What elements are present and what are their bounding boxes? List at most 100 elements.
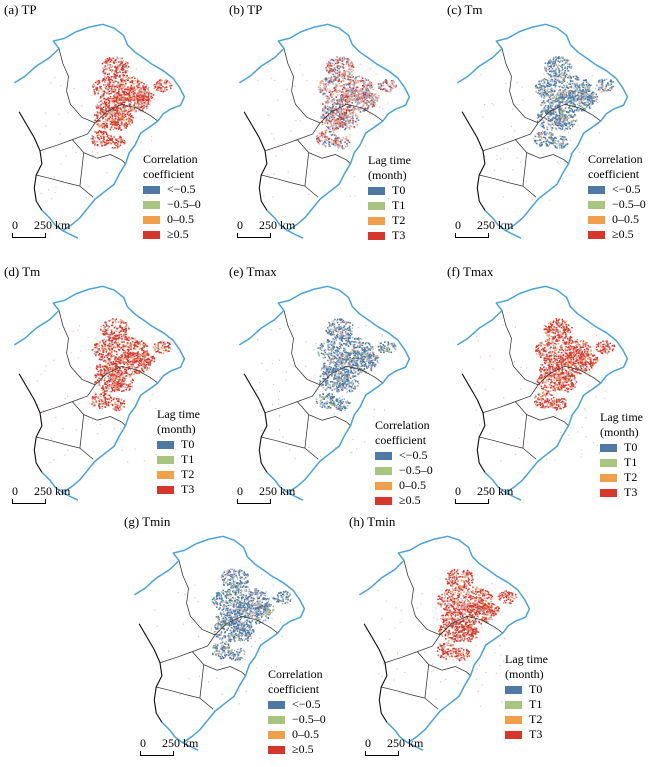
panel-f: (f) Tmax Lag time (month) T0 T1 T2 T3 0 … [443, 262, 650, 517]
legend-swatch [157, 470, 174, 479]
coastline [287, 230, 304, 239]
legend-label: T0 [624, 440, 638, 454]
raster-pixels [377, 569, 518, 713]
legend-label: T3 [392, 228, 406, 242]
legend-swatch [157, 485, 174, 494]
map-northeast-china [234, 285, 411, 501]
western-boundary [363, 623, 388, 723]
scale-bar: 0 250 km [237, 484, 317, 510]
legend-label: −0.5–0 [399, 463, 433, 477]
panel-a: (a) TP Correlation coefficient <−0.5 −0.… [0, 0, 215, 255]
scale-bar: 0 250 km [455, 484, 535, 510]
coastline [407, 742, 424, 751]
legend-swatch [588, 185, 605, 194]
western-boundary [461, 373, 486, 473]
raster-pixels [477, 56, 615, 201]
panel-title: (g) Tmin [124, 514, 171, 529]
province-boundary [261, 174, 319, 198]
panel-c: (c) Tm Correlation coefficient <−0.5 −0.… [443, 0, 650, 255]
legend-label: T3 [624, 485, 638, 499]
legend-label: T3 [529, 727, 543, 741]
map-northeast-china [9, 285, 186, 501]
legend-swatch [600, 488, 617, 497]
legend-swatch [268, 700, 285, 709]
province-boundary [479, 436, 537, 460]
coastline [287, 492, 304, 501]
northern-border-river [358, 535, 531, 744]
province-boundary [297, 401, 351, 427]
map-northeast-china [129, 535, 306, 751]
legend-swatch [368, 216, 385, 225]
legend-swatch [268, 745, 285, 754]
province-boundary [72, 139, 126, 165]
legend-label: T2 [624, 470, 638, 484]
panel-d: (d) Tm Lag time (month) T0 T1 T2 T3 0 25… [0, 262, 215, 517]
province-boundary [79, 414, 85, 449]
northern-border-river [13, 285, 186, 494]
province-boundary [214, 615, 279, 636]
scale-bar: 0 250 km [455, 218, 535, 244]
legend-label: ≥0.5 [612, 227, 634, 241]
legend-swatch [588, 200, 605, 209]
map-northeast-china [354, 535, 531, 751]
province-boundary [304, 152, 310, 187]
province-boundary [319, 103, 384, 124]
legend-correlation: Correlation coefficient <−0.5 −0.5–0 0–0… [375, 418, 433, 507]
province-boundary [537, 103, 602, 124]
province-boundary [439, 615, 504, 636]
province-boundary [192, 651, 246, 677]
legend-label: 0–0.5 [167, 212, 194, 226]
province-boundary [537, 365, 602, 386]
province-boundary [199, 664, 205, 699]
province-boundary [501, 48, 539, 124]
legend-label: <−0.5 [167, 182, 196, 196]
province-boundary [381, 686, 439, 710]
province-boundary [424, 664, 430, 699]
province-boundary [283, 48, 321, 124]
province-boundary [479, 174, 537, 198]
western-boundary [18, 111, 43, 211]
western-boundary [243, 373, 268, 473]
northern-border-river [456, 23, 629, 232]
province-boundary [39, 384, 96, 414]
northern-border-river [133, 535, 306, 744]
map-northeast-china [452, 285, 629, 501]
legend-label: 0–0.5 [292, 727, 319, 741]
map-northeast-china [9, 23, 186, 239]
province-boundary [261, 436, 319, 460]
legend-swatch [588, 230, 605, 239]
panel-title: (f) Tmax [447, 264, 494, 279]
legend-swatch [143, 200, 160, 209]
province-boundary [297, 139, 351, 165]
northern-border-river [238, 285, 411, 494]
legend-swatch [157, 455, 174, 464]
province-boundary [522, 414, 528, 449]
legend-swatch [588, 215, 605, 224]
legend-swatch [143, 185, 160, 194]
province-boundary [178, 560, 216, 636]
scale-bar: 0 250 km [140, 736, 220, 762]
legend-label: T0 [529, 682, 543, 696]
western-boundary [461, 111, 486, 211]
province-boundary [79, 152, 85, 187]
panel-b: (b) TP Lag time (month) T0 T1 T2 T3 0 25… [225, 0, 440, 255]
province-boundary [515, 139, 569, 165]
legend-swatch [368, 186, 385, 195]
legend-swatch [375, 481, 392, 490]
legend-label: ≥0.5 [399, 493, 421, 507]
panel-title: (a) TP [4, 2, 37, 17]
legend-swatch [268, 730, 285, 739]
province-boundary [319, 365, 384, 386]
map-northeast-china [234, 23, 411, 239]
legend-swatch [505, 700, 522, 709]
northern-border-river [238, 23, 411, 232]
legend-label: ≥0.5 [292, 742, 314, 756]
panel-title: (e) Tmax [229, 264, 277, 279]
legend-label: <−0.5 [612, 182, 641, 196]
raster-pixels [151, 568, 292, 706]
legend-label: 0–0.5 [612, 212, 639, 226]
legend-label: −0.5–0 [612, 197, 646, 211]
raster-pixels [36, 318, 172, 463]
raster-pixels [474, 318, 616, 462]
coastline [505, 492, 522, 501]
